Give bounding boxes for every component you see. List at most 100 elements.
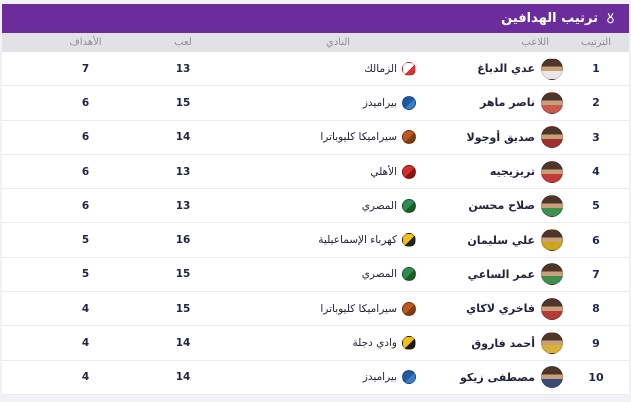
player-name[interactable]: صديق أوجولا <box>466 130 535 144</box>
player-name[interactable]: عمر الساعي <box>467 267 535 281</box>
goals-value: 4 <box>81 371 90 384</box>
rank-value: 5 <box>592 199 600 213</box>
matches-played-value: 14 <box>175 131 191 144</box>
player-name[interactable]: عدي الدباغ <box>477 62 535 76</box>
player-name[interactable]: صلاح محسن <box>468 199 535 213</box>
table-column-header: الترتيب اللاعب النادي لعب الأهداف <box>2 33 629 52</box>
club-name[interactable]: المصري <box>361 199 397 212</box>
matches-played-value: 16 <box>175 234 191 247</box>
player-avatar <box>541 194 563 217</box>
club-name[interactable]: الأهلي <box>370 165 397 178</box>
player-name[interactable]: ناصر ماهر <box>480 96 535 110</box>
player-cell[interactable]: أحمد فاروق <box>438 332 563 355</box>
player-avatar <box>541 160 563 183</box>
player-name[interactable]: فاخري لاكاي <box>466 302 535 316</box>
goals-value: 6 <box>81 165 90 178</box>
player-cell[interactable]: صديق أوجولا <box>438 126 563 149</box>
goals-value: 4 <box>81 302 90 315</box>
rank-value: 3 <box>592 130 600 144</box>
player-cell[interactable]: عدي الدباغ <box>438 57 563 80</box>
medal-icon <box>604 12 617 25</box>
club-logo-icon <box>402 370 416 385</box>
column-header-club: النادي <box>325 37 351 48</box>
rank-value: 7 <box>592 267 600 281</box>
player-avatar <box>541 297 563 320</box>
goals-value: 6 <box>81 131 90 144</box>
scorer-row[interactable]: 9 أحمد فاروق وادي دجلة 14 4 <box>2 326 629 361</box>
top-scorers-widget: ترتيب الهدافين الترتيب اللاعب النادي لعب… <box>2 4 629 395</box>
club-logo-icon <box>402 233 416 248</box>
scorer-row[interactable]: 10 مصطفى زيكو بيراميدز 14 4 <box>2 360 629 395</box>
club-logo-icon <box>402 336 416 351</box>
scorer-row[interactable]: 1 عدي الدباغ الزمالك 13 7 <box>2 52 629 87</box>
goals-value: 7 <box>81 62 90 75</box>
rank-value: 1 <box>592 62 600 76</box>
club-cell[interactable]: بيراميدز <box>238 370 438 385</box>
club-cell[interactable]: المصري <box>238 198 438 213</box>
club-name[interactable]: المصري <box>361 268 397 281</box>
player-cell[interactable]: فاخري لاكاي <box>438 297 563 320</box>
club-name[interactable]: كهرباء الإسماعيلية <box>318 234 397 247</box>
club-logo-icon <box>402 267 416 282</box>
rank-value: 2 <box>592 96 600 110</box>
player-name[interactable]: مصطفى زيكو <box>460 370 535 384</box>
player-cell[interactable]: عمر الساعي <box>438 263 563 286</box>
club-cell[interactable]: المصري <box>238 267 438 282</box>
club-cell[interactable]: وادي دجلة <box>238 336 438 351</box>
club-cell[interactable]: الأهلي <box>238 164 438 179</box>
player-avatar <box>541 332 563 355</box>
club-logo-icon <box>402 95 416 110</box>
scorer-row[interactable]: 4 تريزيجيه الأهلي 13 6 <box>2 154 629 190</box>
matches-played-value: 13 <box>175 165 191 178</box>
goals-value: 6 <box>81 199 90 212</box>
player-name[interactable]: علي سليمان <box>467 233 535 247</box>
scorer-row[interactable]: 3 صديق أوجولا سيراميكا كليوباترا 14 6 <box>2 120 629 155</box>
club-cell[interactable]: الزمالك <box>238 61 438 76</box>
widget-title-bar: ترتيب الهدافين <box>2 4 629 33</box>
club-cell[interactable]: سيراميكا كليوباترا <box>238 130 438 145</box>
goals-value: 4 <box>81 337 90 350</box>
club-name[interactable]: بيراميدز <box>362 371 397 384</box>
player-avatar <box>541 366 563 389</box>
club-name[interactable]: وادي دجلة <box>352 337 398 350</box>
column-header-goals: الأهداف <box>69 37 102 48</box>
club-cell[interactable]: كهرباء الإسماعيلية <box>238 233 438 248</box>
goals-value: 5 <box>81 268 90 281</box>
rank-value: 4 <box>592 165 600 179</box>
rank-value: 6 <box>592 233 600 247</box>
club-logo-icon <box>402 130 416 145</box>
club-name[interactable]: سيراميكا كليوباترا <box>320 131 397 144</box>
matches-played-value: 15 <box>175 302 191 315</box>
matches-played-value: 15 <box>175 96 191 109</box>
player-avatar <box>541 263 563 286</box>
player-cell[interactable]: صلاح محسن <box>438 194 563 217</box>
player-avatar <box>541 57 563 80</box>
player-name[interactable]: تريزيجيه <box>489 165 535 179</box>
player-cell[interactable]: ناصر ماهر <box>438 91 563 114</box>
scorer-row[interactable]: 6 علي سليمان كهرباء الإسماعيلية 16 5 <box>2 223 629 258</box>
club-logo-icon <box>402 198 416 213</box>
club-cell[interactable]: سيراميكا كليوباترا <box>238 301 438 316</box>
club-name[interactable]: الزمالك <box>364 62 397 75</box>
rank-value: 8 <box>592 302 600 316</box>
club-logo-icon <box>402 301 416 316</box>
scorer-row[interactable]: 8 فاخري لاكاي سيراميكا كليوباترا 15 4 <box>2 292 629 327</box>
player-cell[interactable]: علي سليمان <box>438 229 563 252</box>
player-cell[interactable]: مصطفى زيكو <box>438 366 563 389</box>
matches-played-value: 14 <box>175 337 191 350</box>
widget-title: ترتيب الهدافين <box>501 11 598 26</box>
player-name[interactable]: أحمد فاروق <box>471 336 535 350</box>
scorer-row[interactable]: 2 ناصر ماهر بيراميدز 15 6 <box>2 86 629 121</box>
rank-value: 10 <box>588 370 604 384</box>
scorer-row[interactable]: 5 صلاح محسن المصري 13 6 <box>2 189 629 224</box>
club-name[interactable]: سيراميكا كليوباترا <box>320 302 397 315</box>
matches-played-value: 13 <box>175 199 191 212</box>
scorer-row[interactable]: 7 عمر الساعي المصري 15 5 <box>2 257 629 293</box>
player-cell[interactable]: تريزيجيه <box>438 160 563 183</box>
goals-value: 6 <box>81 96 90 109</box>
club-cell[interactable]: بيراميدز <box>238 95 438 110</box>
club-name[interactable]: بيراميدز <box>362 96 397 109</box>
column-header-rank: الترتيب <box>581 37 611 48</box>
club-logo-icon <box>402 164 416 179</box>
